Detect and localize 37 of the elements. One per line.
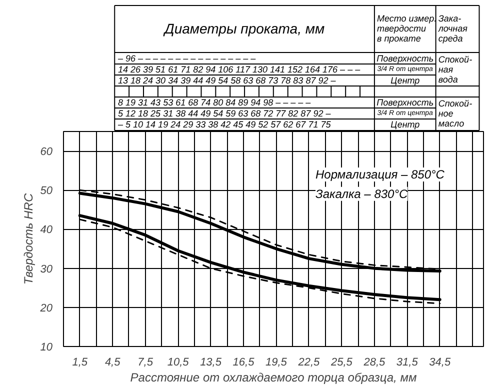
x-tick-label: 10,5 xyxy=(167,356,190,368)
text: Поверхность xyxy=(376,54,434,64)
x-tick-label: 4,5 xyxy=(104,356,122,368)
x-tick-label: 34,5 xyxy=(429,356,452,368)
text: 8 19 31 43 53 61 68 74 80 84 89 94 98 – – – – – xyxy=(118,98,312,108)
y-tick-label: 40 xyxy=(40,224,54,236)
y-axis-title: Твердость HRC xyxy=(21,193,36,285)
x-tick-label: 25,5 xyxy=(330,356,354,368)
y-tick-label: 20 xyxy=(39,302,54,314)
text: Диаметры проката, мм xyxy=(162,20,325,36)
y-tick-label: 60 xyxy=(40,146,54,158)
x-axis-title: Расстояние от охлаждаемого торца образца, мм xyxy=(130,370,417,384)
x-tick-label: 1,5 xyxy=(72,356,88,368)
text: 5 12 18 25 31 38 44 49 54 59 63 68 72 77 82 87 92 – xyxy=(118,108,332,118)
text: 14 26 39 51 61 71 82 94 106 117 130 141 152 164 176 – – – xyxy=(118,64,362,74)
x-tick-label: 7,5 xyxy=(138,356,154,368)
x-tick-label: 13,5 xyxy=(200,356,222,368)
x-tick-label: 31,5 xyxy=(396,356,419,368)
text: – 5 10 14 19 24 29 33 38 42 45 49 52 57 62 67 71 75 xyxy=(117,120,332,130)
text: Центр xyxy=(390,76,420,86)
x-tick-label: 16,5 xyxy=(232,356,256,368)
y-tick-label: 30 xyxy=(40,263,54,276)
annotation: Закалка – 830°С xyxy=(316,186,408,201)
text: – 96 – – – – – – – – – – – – – – – – xyxy=(117,54,257,64)
x-tick-label: 28,5 xyxy=(362,356,386,368)
text: Спокой- ное масло xyxy=(438,98,472,128)
text: Поверхность xyxy=(376,98,434,108)
text: Место измер. твердости в прокате xyxy=(377,14,437,44)
x-tick-label: 19,5 xyxy=(266,356,288,368)
y-tick-label: 10 xyxy=(40,342,54,354)
text: Зака- лочная среда xyxy=(437,14,468,44)
text: Спокой- ная вода xyxy=(438,54,472,84)
x-tick-label: 22,5 xyxy=(297,356,321,368)
text: 13 18 24 30 34 39 44 49 54 58 63 68 73 78 83 87 92 – xyxy=(118,76,337,86)
annotation: Нормализация – 850°С xyxy=(316,168,445,182)
text: Центр xyxy=(390,120,420,130)
y-tick-label: 50 xyxy=(40,185,54,198)
